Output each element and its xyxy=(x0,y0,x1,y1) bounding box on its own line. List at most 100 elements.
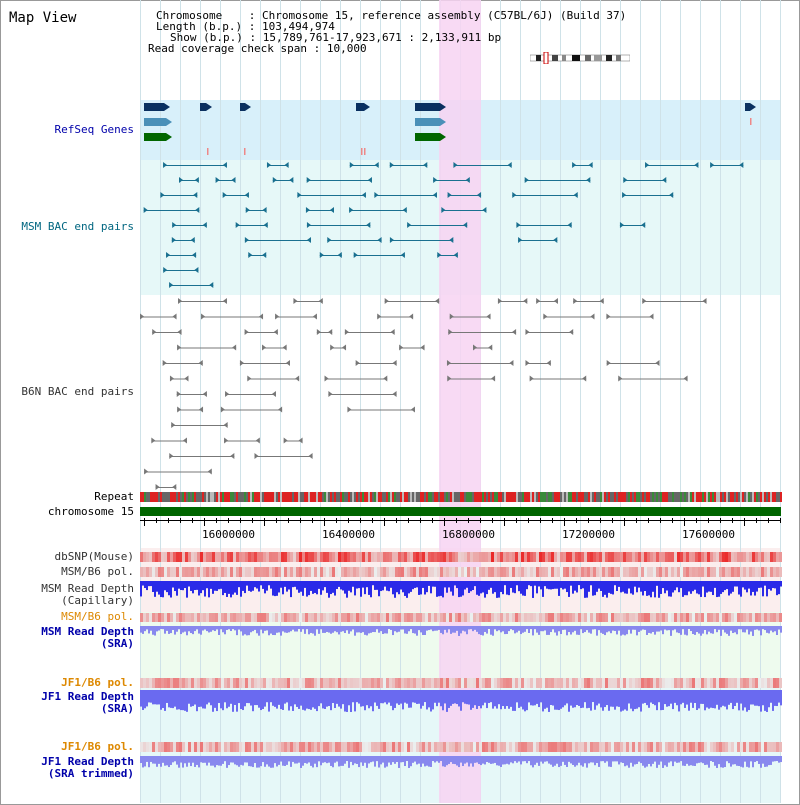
pol-cell xyxy=(365,567,368,577)
msm-bac-label[interactable]: MSM BAC end pairs xyxy=(21,220,134,233)
pol-cell xyxy=(599,567,602,577)
b6n-bac-pair-end xyxy=(222,298,227,304)
jf1-trim-depth-bar xyxy=(506,756,508,764)
msm-bac-pair-end xyxy=(160,192,165,198)
msm-depth-sra-label[interactable]: MSM Read Depth (SRA) xyxy=(41,626,134,650)
msm-cap-depth-bar xyxy=(392,581,394,595)
jf1-trim-depth-bar xyxy=(180,756,182,763)
msm-cap-depth-bar xyxy=(538,581,540,587)
dbsnp-cell xyxy=(500,552,503,562)
repeat-block xyxy=(322,492,324,502)
repeat-block xyxy=(626,492,628,502)
jf1-trim-depth-bar xyxy=(764,756,766,767)
msm-sra-depth-bar xyxy=(276,626,278,633)
msm-depth-cap-label[interactable]: MSM Read Depth (Capillary) xyxy=(41,583,134,607)
msm-b6-pol-label-2[interactable]: MSM/B6 pol. xyxy=(61,610,134,623)
pol-cell xyxy=(431,678,434,688)
msm-cap-depth-bar xyxy=(546,581,548,589)
dbsnp-cell xyxy=(665,552,668,562)
chromosome-ideogram[interactable] xyxy=(530,52,630,64)
jf1-b6-pol-label-1[interactable]: JF1/B6 pol. xyxy=(61,676,134,689)
pol-cell xyxy=(716,613,719,622)
pol-cell xyxy=(620,678,623,688)
msm-cap-depth-bar xyxy=(244,581,246,594)
pol-cell xyxy=(302,678,305,688)
jf1-trim-depth-bar xyxy=(712,756,714,762)
jf1-sra-depth-bar xyxy=(210,690,212,706)
jf1-depth-trim-label[interactable]: JF1 Read Depth (SRA trimmed) xyxy=(41,756,134,780)
msm-bac-pair-end xyxy=(516,222,521,228)
pol-cell xyxy=(668,742,671,752)
msm-cap-depth-bar xyxy=(582,581,584,589)
jf1-trim-depth-bar xyxy=(352,756,354,766)
repeat-block xyxy=(196,492,198,502)
jf1-sra-depth-bar xyxy=(768,690,770,708)
pol-cell xyxy=(569,567,572,577)
jf1-depth-sra-label[interactable]: JF1 Read Depth (SRA) xyxy=(41,691,134,715)
msm-bac-pair-end xyxy=(366,222,371,228)
repeat-block xyxy=(242,492,244,502)
repeat-block xyxy=(250,492,252,502)
jf1-sra-depth-bar xyxy=(282,690,284,710)
jf1-trim-depth-bar xyxy=(478,756,480,765)
msm-sra-depth-bar xyxy=(738,626,740,630)
msm-cap-depth-bar xyxy=(526,581,528,590)
pol-cell xyxy=(329,613,332,622)
jf1-trim-depth-bar xyxy=(414,756,416,762)
pol-cell xyxy=(491,742,494,752)
pol-cell xyxy=(350,567,353,577)
pol-cell xyxy=(551,678,554,688)
msm-sra-depth-bar xyxy=(484,626,486,632)
pol-cell xyxy=(698,742,701,752)
pol-cell xyxy=(668,678,671,688)
pol-cell xyxy=(713,567,716,577)
msm-sra-depth-bar xyxy=(358,626,360,633)
msm-cap-depth-bar xyxy=(672,581,674,593)
jf1-sra-depth-bar xyxy=(494,690,496,707)
dbsnp-label[interactable]: dbSNP(Mouse) xyxy=(54,550,134,563)
jf1-sra-depth-bar xyxy=(198,690,200,707)
b6n-bac-pair-end xyxy=(316,329,321,335)
b6n-bac-label[interactable]: B6N BAC end pairs xyxy=(21,385,134,398)
msm-sra-depth-bar xyxy=(498,626,500,631)
msm-cap-depth-bar xyxy=(580,581,582,590)
pol-cell xyxy=(722,678,725,688)
b6n-bac-pair-end xyxy=(324,375,329,382)
pol-cell xyxy=(740,678,743,688)
pol-cell xyxy=(407,567,410,577)
msm-sra-depth-bar xyxy=(542,626,544,632)
jf1-b6-pol-label-2[interactable]: JF1/B6 pol. xyxy=(61,740,134,753)
pol-cell xyxy=(428,567,431,577)
pol-cell xyxy=(242,613,245,622)
msm-sra-depth-bar xyxy=(292,626,294,630)
pol-cell xyxy=(377,567,380,577)
pol-cell xyxy=(200,678,203,688)
msm-sra-depth-bar xyxy=(740,626,742,630)
jf1-sra-depth-bar xyxy=(646,690,648,706)
jf1-sra-depth-bar xyxy=(174,690,176,707)
jf1-trim-depth-bar xyxy=(312,756,314,768)
jf1-sra-depth-bar xyxy=(548,690,550,712)
pol-cell xyxy=(743,613,746,622)
dbsnp-cell xyxy=(290,552,293,562)
msm-bac-pair-end xyxy=(407,222,412,228)
repeat-block xyxy=(692,492,694,502)
pol-cell xyxy=(458,613,461,622)
refseq-genes-label[interactable]: RefSeq Genes xyxy=(54,123,134,136)
repeat-block xyxy=(746,492,748,502)
msm-sra-depth-bar xyxy=(174,626,176,635)
msm-bac-pair-end xyxy=(518,237,523,243)
repeat-block xyxy=(490,492,492,502)
pol-cell xyxy=(683,742,686,752)
msm-b6-pol-label-1[interactable]: MSM/B6 pol. xyxy=(61,565,134,578)
msm-cap-depth-bar xyxy=(774,581,776,589)
jf1-sra-depth-bar xyxy=(520,690,522,707)
pol-cell xyxy=(659,742,662,752)
msm-bac-pair-end xyxy=(306,237,311,243)
dbsnp-cell xyxy=(296,552,299,562)
msm-cap-depth-bar xyxy=(226,581,228,597)
msm-sra-depth-bar xyxy=(512,626,514,631)
pol-cell xyxy=(503,613,506,622)
pol-cell xyxy=(737,678,740,688)
pol-cell xyxy=(749,613,752,622)
